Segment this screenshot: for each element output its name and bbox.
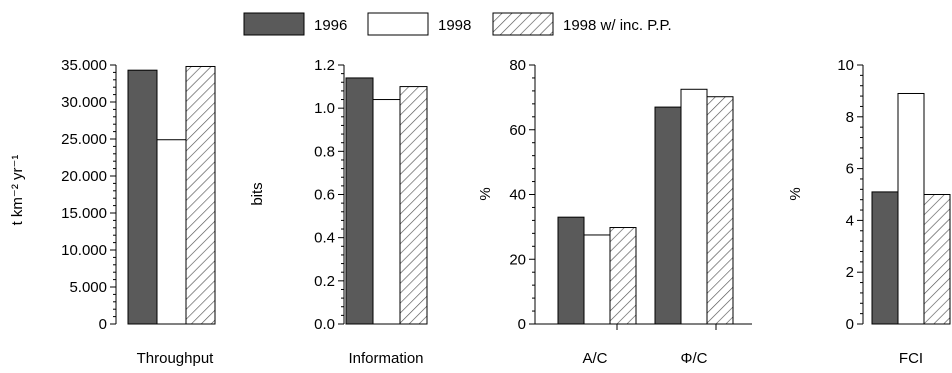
y-tick-label: 0.6	[314, 187, 335, 204]
bar-ratios-0-1	[583, 234, 611, 325]
chart-panel-throughput: 0 5.000 10.000 15.000 20.000 25.000 30.000 35.0…	[9, 57, 216, 367]
y-tick-label: 40	[509, 187, 526, 204]
bar-throughput-0-1	[156, 139, 187, 325]
bar-information-0-0	[345, 77, 374, 325]
y-tick-label: 1.0	[314, 100, 335, 117]
legend-label-1998-inc-pp: 1998 w/ inc. P.P.	[563, 17, 672, 34]
y-tick-label: 2	[846, 264, 854, 281]
legend-label-1996: 1996	[314, 17, 347, 34]
y-tick-label: 10.000	[61, 242, 107, 259]
y-tick-label: 4	[846, 212, 854, 229]
chart-panel-fci: 0 2 4 6 8 10% FCI	[787, 57, 951, 367]
chart-panel-information: 0.0 0.2 0.4 0.6 0.8 1.0 1.2 bits Information	[249, 57, 428, 367]
legend: 1996 1998 1998 w/ inc. P.P.	[243, 12, 672, 36]
category-label: FCI	[899, 350, 923, 367]
category-label: Throughput	[137, 350, 215, 367]
y-tick-label: 8	[846, 109, 854, 126]
y-tick-label: 60	[509, 122, 526, 139]
y-tick-label: 25.000	[61, 131, 107, 148]
y-tick-label: 80	[509, 57, 526, 74]
y-tick-label: 1.2	[314, 57, 335, 74]
y-axis-label: bits	[249, 182, 266, 205]
bar-throughput-0-0	[127, 69, 158, 325]
y-axis-label: t km⁻² yr⁻¹	[9, 155, 26, 226]
bar-ratios-0-2	[609, 227, 637, 325]
y-tick-label: 0.4	[314, 230, 335, 247]
legend-swatch-1998	[367, 12, 429, 36]
y-axis-label: %	[787, 187, 804, 200]
bar-information-0-2	[399, 86, 428, 325]
bar-fci-0-1	[897, 92, 925, 325]
y-tick-label: 15.000	[61, 205, 107, 222]
y-tick-label: 0	[846, 316, 854, 333]
y-tick-label: 20.000	[61, 168, 107, 185]
category-label: Φ/C	[681, 350, 708, 367]
panels: 05.00010.00015.00020.00025.00030.00035.0…	[9, 57, 951, 367]
y-tick-label: 0	[99, 316, 107, 333]
bar-ratios-1-2	[706, 96, 734, 325]
y-tick-label: 0.8	[314, 143, 335, 160]
bar-fci-0-2	[923, 194, 951, 325]
bar-ratios-1-1	[680, 88, 708, 325]
legend-label-1998: 1998	[438, 17, 471, 34]
y-tick-label: 10	[837, 57, 854, 74]
category-label: A/C	[582, 350, 607, 367]
bar-ratios-0-0	[557, 216, 585, 325]
y-tick-label: 35.000	[61, 57, 107, 74]
bar-fci-0-0	[871, 191, 899, 325]
y-axis-label: %	[477, 187, 494, 200]
y-tick-label: 5.000	[69, 279, 107, 296]
legend-swatch-1996	[243, 12, 305, 36]
y-tick-label: 30.000	[61, 94, 107, 111]
category-label: Information	[348, 350, 423, 367]
y-tick-label: 0.0	[314, 316, 335, 333]
y-tick-label: 20	[509, 251, 526, 268]
bar-information-0-1	[372, 99, 401, 325]
chart-panel-ratios: 0 20 40 60 80% A/C Φ/C	[477, 57, 752, 367]
y-tick-label: 0.2	[314, 273, 335, 290]
y-tick-label: 0	[518, 316, 526, 333]
bar-throughput-0-2	[185, 65, 216, 325]
bar-ratios-1-0	[654, 106, 682, 325]
legend-swatch-1998-inc-pp	[492, 12, 554, 36]
y-tick-label: 6	[846, 161, 854, 178]
